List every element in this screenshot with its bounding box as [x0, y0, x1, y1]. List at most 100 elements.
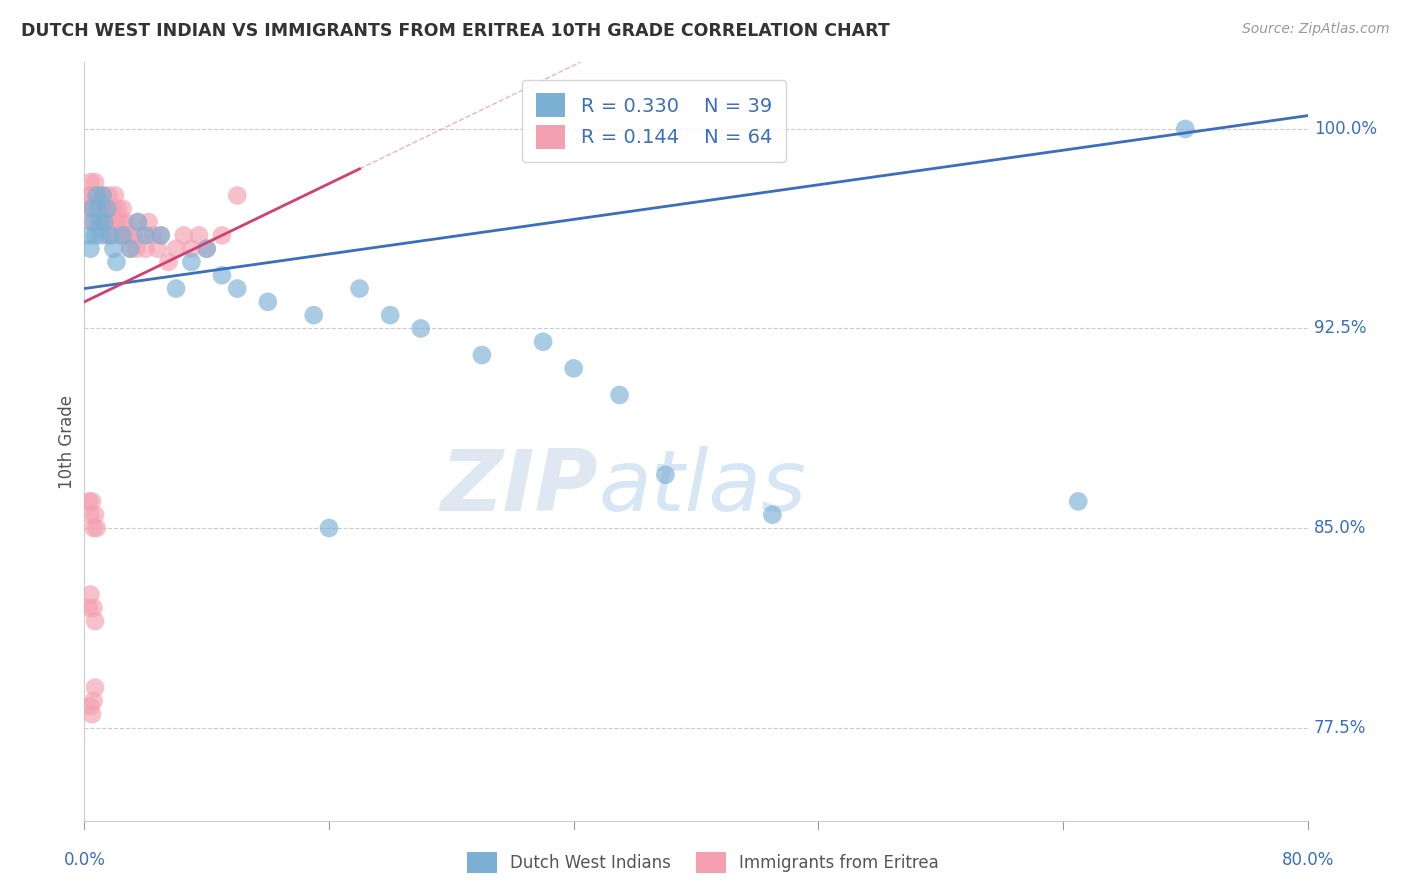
- Point: [77, 600, 100, 615]
- Point: [165, 282, 187, 296]
- Point: [77, 228, 100, 243]
- Point: [101, 228, 124, 243]
- Point: [188, 228, 211, 243]
- Point: [96, 202, 118, 216]
- Point: [84, 175, 107, 189]
- Point: [83, 202, 105, 216]
- Point: [89, 215, 111, 229]
- Point: [84, 228, 107, 243]
- Point: [96, 202, 118, 216]
- Point: [79, 508, 101, 522]
- Point: [654, 467, 676, 482]
- Point: [77, 494, 100, 508]
- Point: [173, 228, 195, 243]
- Point: [146, 242, 169, 256]
- Point: [609, 388, 631, 402]
- Point: [97, 188, 120, 202]
- Text: atlas: atlas: [598, 445, 806, 529]
- Point: [80, 494, 103, 508]
- Point: [562, 361, 585, 376]
- Point: [131, 228, 153, 243]
- Point: [103, 202, 125, 216]
- Point: [157, 255, 180, 269]
- Point: [98, 215, 121, 229]
- Point: [83, 600, 105, 615]
- Point: [80, 707, 103, 722]
- Point: [90, 202, 112, 216]
- Point: [87, 202, 110, 216]
- Point: [531, 334, 554, 349]
- Point: [76, 202, 98, 216]
- Point: [149, 228, 172, 243]
- Point: [80, 215, 103, 229]
- Point: [318, 521, 340, 535]
- Point: [91, 188, 114, 202]
- Y-axis label: 10th Grade: 10th Grade: [58, 394, 76, 489]
- Point: [90, 228, 112, 243]
- Point: [83, 521, 105, 535]
- Point: [257, 294, 280, 309]
- Point: [471, 348, 494, 362]
- Point: [89, 188, 111, 202]
- Point: [79, 242, 101, 256]
- Point: [80, 202, 103, 216]
- Point: [195, 242, 218, 256]
- Point: [91, 215, 114, 229]
- Point: [1174, 122, 1197, 136]
- Point: [84, 681, 107, 695]
- Point: [112, 228, 135, 243]
- Point: [107, 202, 129, 216]
- Legend: R = 0.330    N = 39, R = 0.144    N = 64: R = 0.330 N = 39, R = 0.144 N = 64: [522, 79, 786, 162]
- Point: [86, 188, 108, 202]
- Text: 85.0%: 85.0%: [1313, 519, 1367, 537]
- Point: [83, 215, 105, 229]
- Point: [110, 215, 132, 229]
- Point: [86, 188, 108, 202]
- Point: [127, 215, 149, 229]
- Point: [349, 282, 371, 296]
- Point: [114, 215, 136, 229]
- Point: [380, 308, 402, 322]
- Text: 92.5%: 92.5%: [1313, 319, 1367, 337]
- Point: [84, 614, 107, 628]
- Point: [86, 521, 108, 535]
- Text: 80.0%: 80.0%: [1281, 851, 1334, 869]
- Point: [103, 242, 125, 256]
- Point: [87, 202, 110, 216]
- Point: [165, 242, 187, 256]
- Point: [84, 508, 107, 522]
- Point: [83, 694, 105, 708]
- Point: [79, 587, 101, 601]
- Point: [111, 202, 134, 216]
- Point: [409, 321, 432, 335]
- Point: [226, 188, 249, 202]
- Point: [135, 228, 157, 243]
- Point: [96, 228, 118, 243]
- Point: [142, 228, 165, 243]
- Point: [211, 228, 233, 243]
- Legend: Dutch West Indians, Immigrants from Eritrea: Dutch West Indians, Immigrants from Erit…: [460, 846, 946, 880]
- Text: 77.5%: 77.5%: [1313, 719, 1367, 737]
- Point: [86, 215, 108, 229]
- Point: [761, 508, 783, 522]
- Point: [105, 255, 128, 269]
- Point: [211, 268, 233, 283]
- Point: [104, 188, 127, 202]
- Point: [108, 228, 131, 243]
- Point: [135, 242, 157, 256]
- Point: [98, 228, 121, 243]
- Text: 100.0%: 100.0%: [1313, 120, 1376, 138]
- Point: [105, 215, 128, 229]
- Point: [180, 242, 202, 256]
- Point: [1067, 494, 1090, 508]
- Point: [122, 228, 145, 243]
- Text: Source: ZipAtlas.com: Source: ZipAtlas.com: [1241, 22, 1389, 37]
- Point: [138, 215, 160, 229]
- Point: [302, 308, 325, 322]
- Point: [111, 228, 134, 243]
- Point: [120, 242, 142, 256]
- Point: [115, 228, 138, 243]
- Point: [77, 188, 100, 202]
- Point: [93, 215, 115, 229]
- Point: [149, 228, 172, 243]
